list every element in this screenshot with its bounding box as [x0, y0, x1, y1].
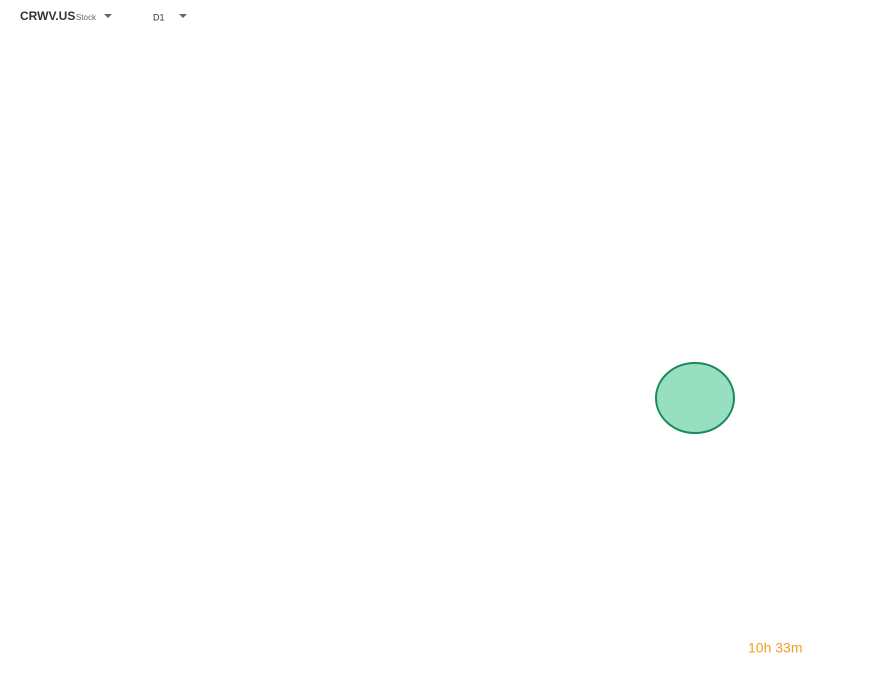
symbol[interactable]: CRWV.US	[20, 9, 75, 23]
highlight-circle	[655, 362, 735, 434]
dropdown-icon[interactable]	[104, 14, 112, 18]
asset-type: Stock	[76, 13, 97, 22]
countdown: 10h 33m	[748, 640, 802, 656]
timeframe[interactable]: D1	[153, 12, 165, 22]
dropdown-icon[interactable]	[179, 14, 187, 18]
